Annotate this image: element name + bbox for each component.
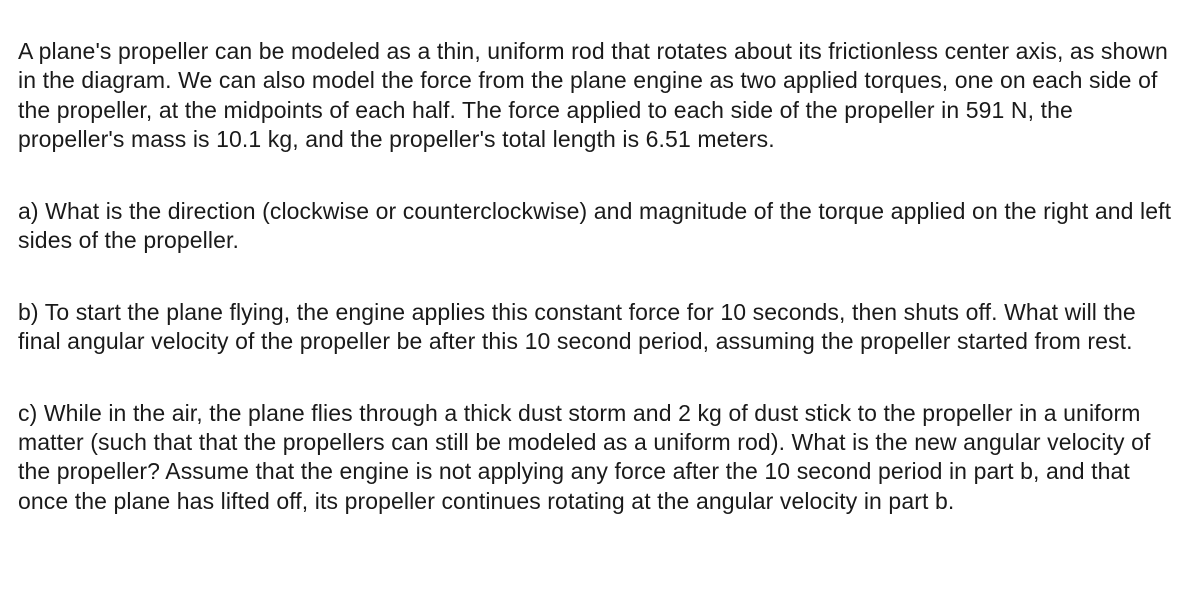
physics-problem-page: A plane's propeller can be modeled as a … (0, 0, 1200, 602)
problem-part-c: c) While in the air, the plane flies thr… (18, 399, 1182, 517)
problem-intro: A plane's propeller can be modeled as a … (18, 37, 1182, 155)
problem-part-b: b) To start the plane flying, the engine… (18, 298, 1182, 357)
problem-part-a: a) What is the direction (clockwise or c… (18, 197, 1182, 256)
